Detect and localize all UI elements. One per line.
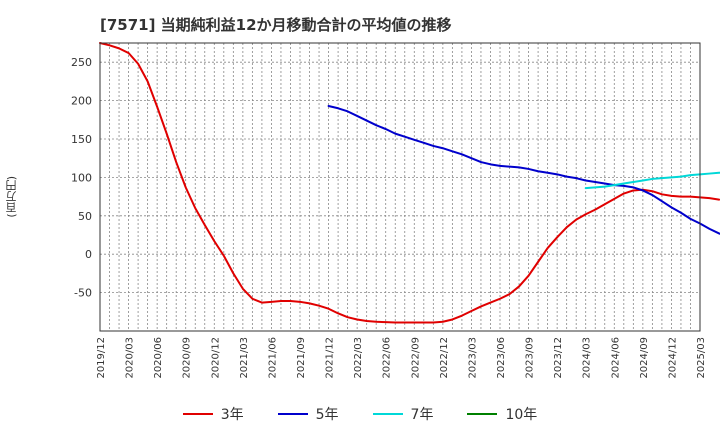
x-tick-label: 2020/06 bbox=[153, 337, 164, 379]
x-tick-label: 2024/09 bbox=[639, 337, 650, 379]
legend-label-7y: 7年 bbox=[410, 407, 434, 423]
x-tick-label: 2019/12 bbox=[96, 337, 107, 379]
plot-frame bbox=[99, 42, 701, 332]
x-tick-label: 2022/06 bbox=[382, 337, 393, 379]
legend-item-5y: 5年 bbox=[277, 404, 339, 424]
x-tick-label: 2021/12 bbox=[325, 337, 336, 379]
axis-layer: 250 200 150 100 50 0 -50 2019/12 2020/03 2020/06 2… bbox=[71, 42, 707, 379]
y-tick-label: 250 bbox=[71, 56, 92, 69]
x-tick-label: 2024/03 bbox=[582, 337, 593, 379]
legend-label-10y: 10年 bbox=[505, 407, 538, 423]
x-tick-label: 2023/09 bbox=[525, 337, 536, 379]
legend-label-5y: 5年 bbox=[315, 407, 339, 423]
series-layer bbox=[99, 42, 720, 324]
y-tick-label: 0 bbox=[85, 248, 92, 261]
legend: 3年 5年 7年 10年 bbox=[0, 402, 720, 426]
x-tick-label: 2020/12 bbox=[210, 337, 221, 379]
series-line-0 bbox=[99, 42, 720, 324]
series-line-2 bbox=[584, 171, 720, 190]
x-tick-label: 2020/03 bbox=[125, 337, 136, 379]
chart-title: [7571] 当期純利益12か月移動合計の平均値の推移 bbox=[100, 16, 452, 34]
x-tick-label: 2021/06 bbox=[267, 337, 278, 379]
x-tick-label: 2024/06 bbox=[610, 337, 621, 379]
legend-swatch-5y bbox=[277, 413, 308, 415]
series-line-1 bbox=[327, 104, 720, 235]
y-tick-label: 100 bbox=[71, 171, 92, 184]
legend-label-3y: 3年 bbox=[220, 407, 244, 423]
x-tick-label: 2023/12 bbox=[553, 337, 564, 379]
x-tick-label: 2021/09 bbox=[296, 337, 307, 379]
x-tick-label: 2022/12 bbox=[439, 337, 450, 379]
y-tick-label: 200 bbox=[71, 95, 92, 108]
x-tick-label: 2022/03 bbox=[353, 337, 364, 379]
x-tick-label: 2024/12 bbox=[667, 337, 678, 379]
grid-layer bbox=[99, 43, 701, 331]
x-tick-label: 2023/03 bbox=[467, 337, 478, 379]
x-tick-label: 2021/03 bbox=[239, 337, 250, 379]
x-tick-label: 2023/06 bbox=[496, 337, 507, 379]
y-tick-label: -50 bbox=[74, 287, 92, 300]
x-tick-label: 2022/09 bbox=[410, 337, 421, 379]
y-tick-label: 150 bbox=[71, 133, 92, 146]
plot-area bbox=[100, 43, 700, 331]
legend-swatch-7y bbox=[372, 413, 403, 415]
legend-item-10y: 10年 bbox=[467, 404, 537, 424]
legend-item-3y: 3年 bbox=[182, 404, 244, 424]
y-tick-label: 50 bbox=[78, 210, 92, 223]
legend-item-7y: 7年 bbox=[372, 404, 434, 424]
legend-swatch-3y bbox=[182, 413, 213, 415]
legend-swatch-10y bbox=[467, 413, 498, 415]
x-tick-label: 2020/09 bbox=[182, 337, 193, 379]
x-tick-label: 2025/03 bbox=[696, 337, 707, 379]
